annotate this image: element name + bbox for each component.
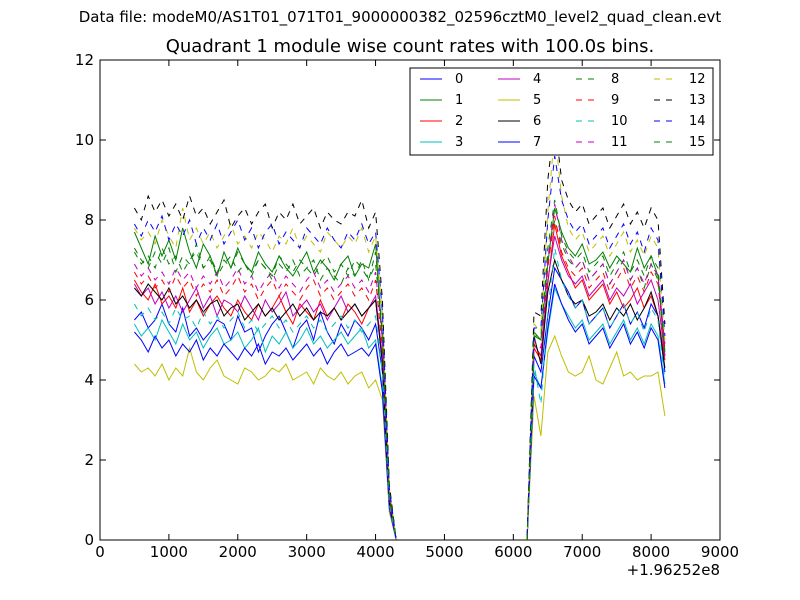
legend-label-2: 2 xyxy=(455,114,463,129)
legend-label-10: 10 xyxy=(611,114,628,129)
legend-label-3: 3 xyxy=(455,135,463,150)
legend-label-4: 4 xyxy=(533,72,541,87)
figure-suptitle: Data file: modeM0/AS1T01_071T01_90000003… xyxy=(78,8,722,26)
y-tick-label-4: 4 xyxy=(84,371,94,389)
legend-label-13: 13 xyxy=(689,93,706,108)
series-line-3 xyxy=(133,286,666,540)
series-line-5 xyxy=(134,334,666,540)
legend-label-1: 1 xyxy=(455,93,463,108)
x-tick-label-3000: 3000 xyxy=(288,543,326,561)
x-tick-label-8000: 8000 xyxy=(632,543,670,561)
x-tick-label-2000: 2000 xyxy=(219,543,257,561)
series-line-8 xyxy=(133,219,666,540)
x-tick-label-6000: 6000 xyxy=(494,543,532,561)
series-line-4 xyxy=(133,235,666,540)
x-tick-label-4000: 4000 xyxy=(356,543,394,561)
legend-label-6: 6 xyxy=(533,114,541,129)
y-tick-label-6: 6 xyxy=(84,291,94,309)
legend-label-8: 8 xyxy=(611,72,619,87)
legend-label-7: 7 xyxy=(533,135,541,150)
legend-label-11: 11 xyxy=(611,135,628,150)
legend-box xyxy=(409,67,714,156)
series-line-13 xyxy=(133,119,666,540)
series-line-1 xyxy=(133,207,666,540)
x-tick-label-0: 0 xyxy=(95,543,105,561)
legend-label-5: 5 xyxy=(533,93,541,108)
series-line-7 xyxy=(134,283,666,540)
y-tick-label-10: 10 xyxy=(75,131,94,149)
legend-label-12: 12 xyxy=(689,72,706,87)
series-line-0 xyxy=(134,266,666,540)
y-tick-label-2: 2 xyxy=(84,451,94,469)
series-line-6 xyxy=(134,258,666,540)
x-tick-label-1000: 1000 xyxy=(150,543,188,561)
x-tick-label-7000: 7000 xyxy=(563,543,601,561)
legend-label-14: 14 xyxy=(689,114,706,129)
series-line-10 xyxy=(133,247,666,540)
chart-title: Quadrant 1 module wise count rates with … xyxy=(165,36,655,57)
x-axis-offset-label: +1.96252e8 xyxy=(626,561,720,579)
series-line-12 xyxy=(133,131,666,540)
legend-label-15: 15 xyxy=(689,135,706,150)
y-tick-label-12: 12 xyxy=(75,51,94,69)
series-line-15 xyxy=(133,199,666,540)
legend-label-0: 0 xyxy=(455,72,463,87)
series-line-2 xyxy=(133,223,666,540)
x-tick-label-9000: 9000 xyxy=(701,543,739,561)
series-line-14 xyxy=(133,155,666,540)
legend-label-9: 9 xyxy=(611,93,619,108)
x-tick-label-5000: 5000 xyxy=(425,543,463,561)
y-tick-label-8: 8 xyxy=(84,211,94,229)
y-tick-label-0: 0 xyxy=(84,531,94,549)
